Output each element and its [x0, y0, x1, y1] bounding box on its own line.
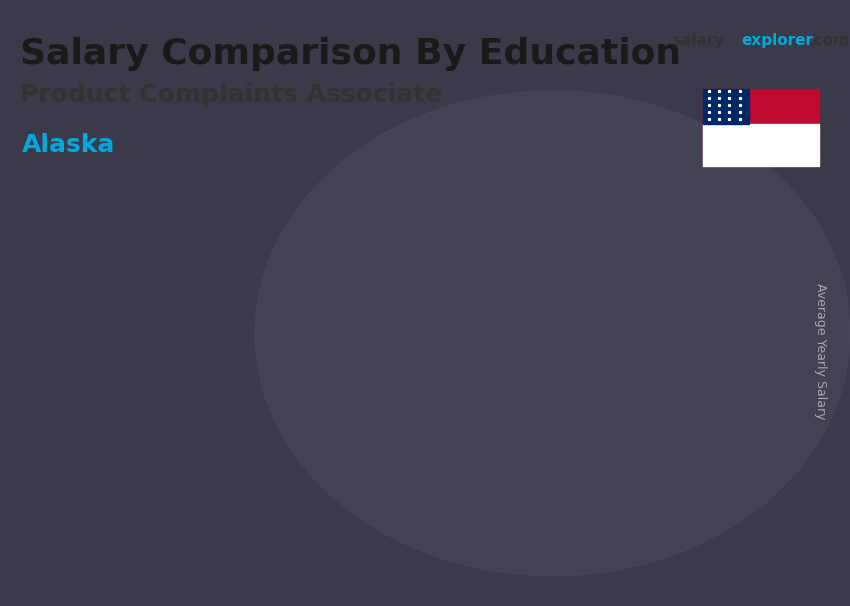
- Text: Product Complaints Associate: Product Complaints Associate: [20, 82, 442, 107]
- Bar: [703, 148, 819, 154]
- Ellipse shape: [255, 91, 850, 576]
- Text: Average Yearly Salary: Average Yearly Salary: [813, 283, 827, 420]
- Text: +68%: +68%: [454, 122, 552, 152]
- Text: Salary Comparison By Education: Salary Comparison By Education: [20, 38, 681, 72]
- Bar: [368, 341, 448, 527]
- Polygon shape: [142, 406, 235, 408]
- Text: 91,400 USD: 91,400 USD: [463, 299, 591, 318]
- Text: salary: salary: [672, 33, 725, 48]
- Bar: [703, 124, 819, 130]
- Polygon shape: [674, 207, 689, 527]
- Polygon shape: [368, 336, 462, 341]
- Bar: [703, 136, 819, 142]
- Polygon shape: [595, 207, 689, 215]
- Text: +57%: +57%: [227, 280, 326, 309]
- Polygon shape: [221, 406, 235, 527]
- Bar: [703, 142, 819, 148]
- Text: 54,500 USD: 54,500 USD: [236, 387, 364, 407]
- Bar: [595, 215, 674, 527]
- Text: Alaska: Alaska: [22, 133, 115, 158]
- Bar: [703, 154, 819, 160]
- Text: 34,700 USD: 34,700 USD: [9, 435, 137, 454]
- Text: explorer: explorer: [741, 33, 813, 48]
- Bar: [703, 88, 749, 124]
- Polygon shape: [448, 336, 462, 527]
- Bar: [703, 160, 819, 166]
- Text: .com: .com: [809, 33, 850, 48]
- Bar: [703, 130, 819, 136]
- Bar: [142, 408, 221, 527]
